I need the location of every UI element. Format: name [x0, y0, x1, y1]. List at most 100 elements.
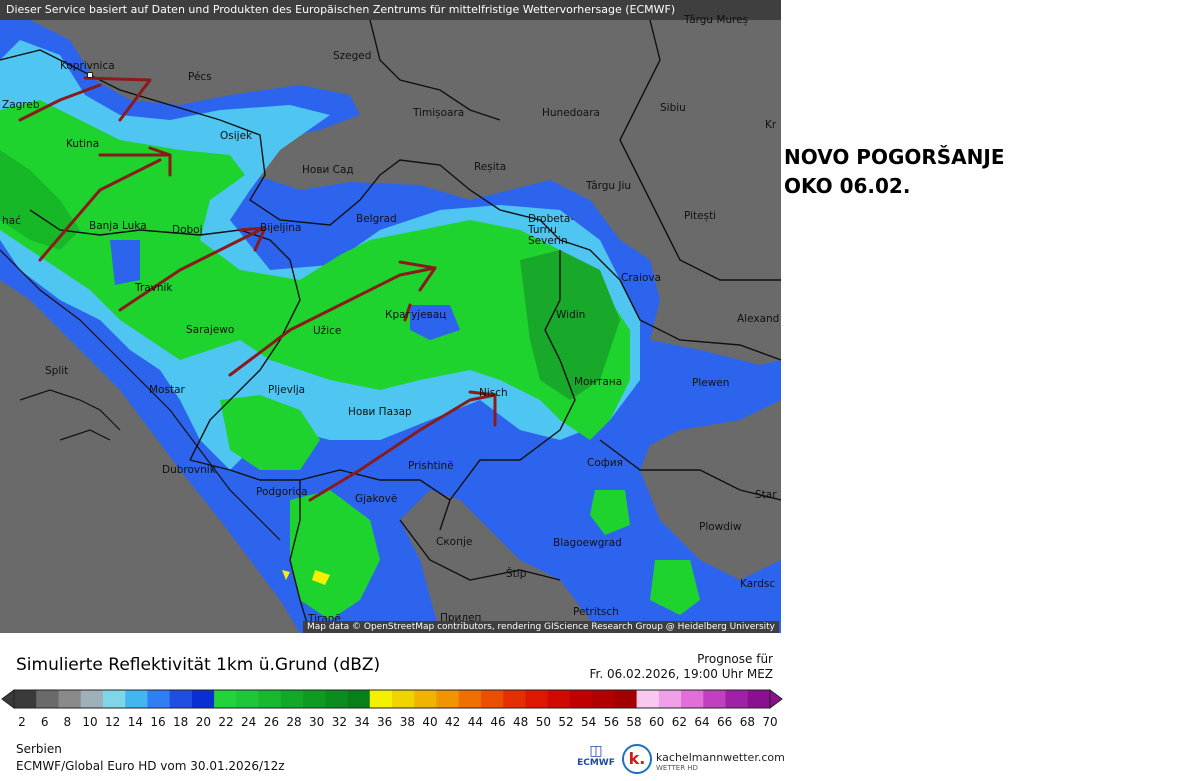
city-label: Timișoara — [413, 107, 465, 119]
scale-tick-label: 70 — [762, 715, 778, 729]
scale-swatch — [236, 690, 260, 708]
scale-swatch — [636, 690, 660, 708]
scale-tick-label: 54 — [581, 715, 597, 729]
city-label: Szeged — [333, 50, 372, 62]
city-label: Blagoewgrad — [553, 537, 622, 549]
ecmwf-banner: Dieser Service basiert auf Daten und Pro… — [0, 0, 781, 20]
city-label: Reșita — [474, 161, 507, 173]
scale-tick-label: 12 — [105, 715, 121, 729]
scale-swatch — [569, 690, 593, 708]
city-label: Pécs — [188, 71, 212, 83]
city-label: Travnik — [135, 282, 173, 294]
scale-swatch — [80, 690, 104, 708]
scale-tick-label: 38 — [399, 715, 415, 729]
scale-swatch — [725, 690, 749, 708]
scale-swatch — [191, 690, 215, 708]
city-label: Kr — [765, 119, 777, 131]
scale-border — [13, 689, 771, 709]
prognose-time: Fr. 06.02.2026, 19:00 Uhr MEZ — [589, 667, 773, 681]
city-label: Скопје — [436, 536, 473, 548]
scale-left-arrow — [1, 689, 15, 709]
scale-swatch — [747, 690, 771, 708]
color-scale-bar — [1, 689, 783, 709]
model-run-label: ECMWF/Global Euro HD vom 30.01.2026/12z — [16, 759, 285, 773]
scale-tick-label: 10 — [82, 715, 98, 729]
city-label: Нови Пазар — [348, 406, 412, 418]
city-label: Alexand — [737, 313, 780, 325]
scale-swatch — [525, 690, 549, 708]
scale-swatch — [369, 690, 393, 708]
scale-swatch — [658, 690, 682, 708]
city-label: Târgu Jiu — [586, 180, 632, 192]
city-label: София — [587, 457, 623, 469]
city-label: Štip — [506, 568, 527, 580]
forecast-annotation: NOVO POGORŠANJE OKO 06.02. — [784, 143, 1005, 201]
ecmwf-swirl-icon: ◫ — [589, 743, 603, 759]
scale-swatch — [14, 690, 37, 708]
city-label: Крагујевац — [385, 309, 447, 321]
scale-swatch — [36, 690, 59, 708]
scale-swatch — [147, 690, 171, 708]
scale-swatch — [214, 690, 237, 708]
scale-right-arrow — [769, 689, 783, 709]
scale-tick-label: 30 — [309, 715, 325, 729]
city-label: Belgrad — [356, 213, 397, 225]
scale-swatch — [414, 690, 437, 708]
city-label: hać — [2, 215, 21, 227]
scale-tick-label: 68 — [739, 715, 755, 729]
scale-swatch — [392, 690, 415, 708]
scale-tick-label: 16 — [150, 715, 166, 729]
city-label: Нови Сад — [302, 164, 354, 176]
scale-tick-label: 60 — [649, 715, 665, 729]
scale-swatch — [503, 690, 526, 708]
city-label: Kardsc — [740, 578, 776, 590]
scale-tick-label: 58 — [626, 715, 642, 729]
scale-tick-label: 22 — [218, 715, 234, 729]
scale-swatch — [125, 690, 148, 708]
scale-tick-label: 14 — [127, 715, 143, 729]
city-label: Gjakovë — [355, 493, 398, 505]
city-label: Bijeljina — [260, 222, 302, 234]
scale-swatch — [480, 690, 504, 708]
city-label: Doboj — [172, 224, 203, 236]
scale-tick-label: 40 — [422, 715, 438, 729]
city-label: Užice — [313, 325, 342, 337]
weather-map: Dieser Service basiert auf Daten und Pro… — [0, 0, 781, 633]
kachelmann-logo: k. — [622, 744, 652, 774]
scale-tick-label: 50 — [535, 715, 551, 729]
scale-tick-label: 56 — [603, 715, 619, 729]
scale-tick-label: 42 — [445, 715, 461, 729]
legend-title: Simulierte Reflektivität 1km ü.Grund (dB… — [16, 655, 381, 675]
scale-swatch — [458, 690, 482, 708]
city-label: Plowdiw — [699, 521, 742, 533]
city-label: Dubrovnik — [162, 464, 216, 476]
scale-tick-label: 24 — [241, 715, 257, 729]
scale-swatch — [592, 690, 615, 708]
scale-swatch — [280, 690, 304, 708]
annotation-line-1: NOVO POGORŠANJE — [784, 145, 1005, 169]
city-label: Osijek — [220, 130, 253, 142]
city-label: Star — [755, 489, 777, 501]
scale-tick-label: 6 — [40, 715, 49, 729]
scale-swatch — [347, 690, 371, 708]
city-label: Pitești — [684, 210, 717, 222]
scale-swatch — [436, 690, 460, 708]
city-label: Craiova — [621, 272, 662, 284]
scale-tick-label: 36 — [377, 715, 393, 729]
annotation-line-2: OKO 06.02. — [784, 174, 911, 198]
city-dot — [87, 72, 93, 78]
scale-tick-label: 8 — [63, 715, 72, 729]
prognose-label: Prognose für — [697, 652, 773, 666]
scale-tick-label: 28 — [286, 715, 302, 729]
city-label: Plewen — [692, 377, 730, 389]
scale-tick-label: 52 — [558, 715, 574, 729]
city-label: Petritsch — [573, 606, 619, 618]
city-label: Widin — [556, 309, 586, 321]
scale-tick-label: 66 — [717, 715, 733, 729]
map-credit: Map data © OpenStreetMap contributors, r… — [303, 621, 779, 633]
city-label: Banja Luka — [89, 220, 147, 232]
scale-tick-label: 48 — [513, 715, 529, 729]
ecmwf-logo: ◫ ECMWF — [575, 744, 617, 768]
scale-swatch — [547, 690, 571, 708]
scale-tick-label: 26 — [263, 715, 279, 729]
